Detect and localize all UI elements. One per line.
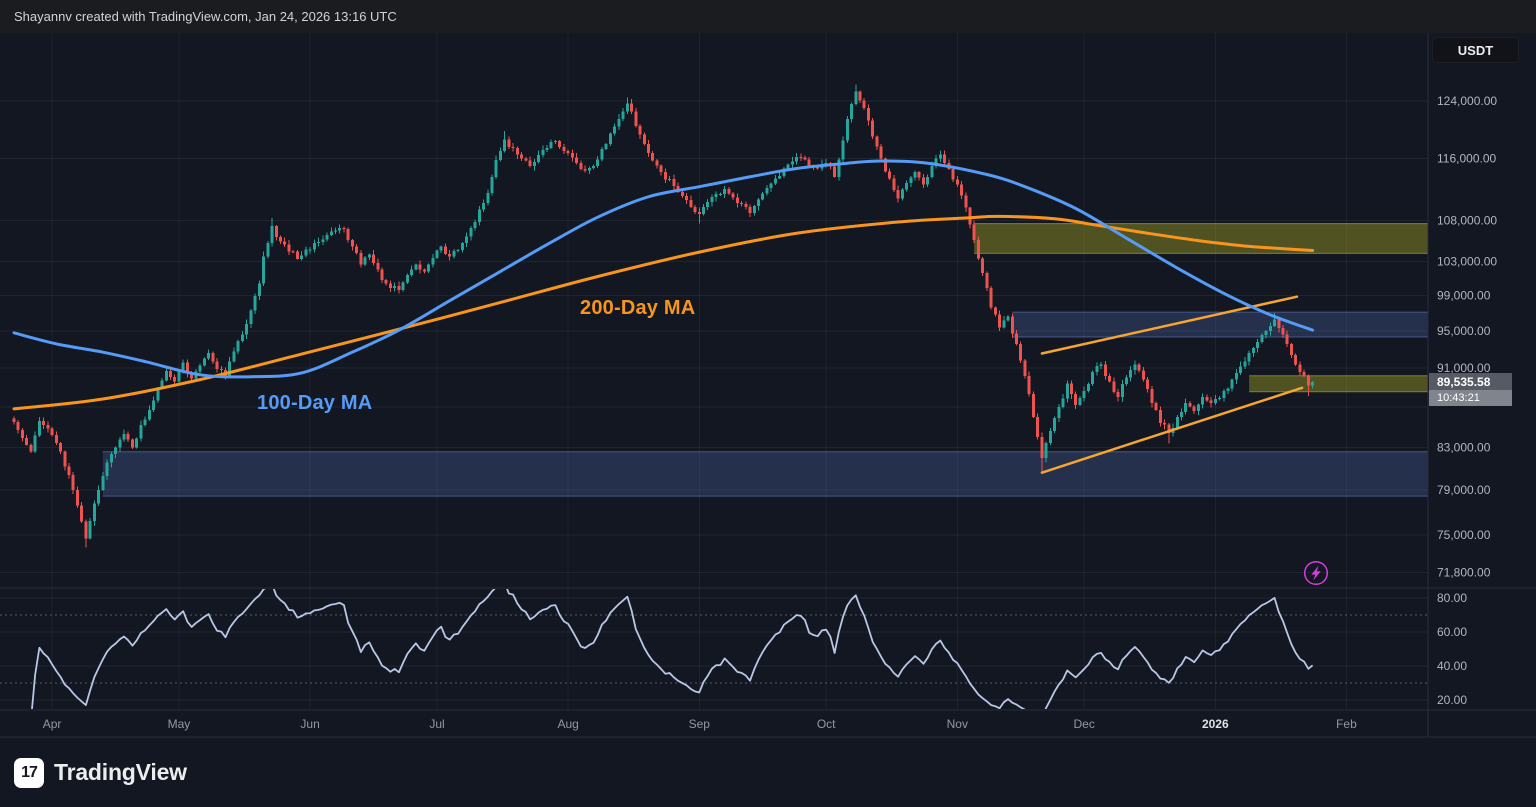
svg-text:20.00: 20.00 (1437, 693, 1467, 707)
attribution-text: Shayannv created with TradingView.com, J… (14, 9, 397, 24)
svg-text:40.00: 40.00 (1437, 659, 1467, 673)
resistance-zone-mid (1012, 312, 1428, 337)
tradingview-logo-icon: 17 (14, 757, 44, 788)
svg-text:75,000.00: 75,000.00 (1437, 528, 1491, 542)
last-price-label: 89,535.58 (1429, 373, 1512, 390)
svg-text:91,000.00: 91,000.00 (1437, 361, 1491, 375)
ma200-line (12, 214, 1315, 411)
ma100-label: 100-Day MA (257, 392, 373, 414)
ma100-line (12, 159, 1315, 379)
bar-countdown-label: 10:43:21 (1429, 390, 1512, 406)
svg-text:103,000.00: 103,000.00 (1437, 254, 1497, 268)
svg-text:116,000.00: 116,000.00 (1437, 152, 1496, 166)
svg-text:Dec: Dec (1074, 717, 1095, 731)
footer: 17 TradingView (0, 738, 1536, 807)
attribution-bar: Shayannv created with TradingView.com, J… (0, 0, 1536, 33)
svg-text:79,000.00: 79,000.00 (1437, 483, 1491, 497)
svg-text:Nov: Nov (947, 717, 968, 731)
svg-text:95,000.00: 95,000.00 (1437, 324, 1491, 338)
svg-text:Apr: Apr (43, 717, 62, 731)
svg-text:80.00: 80.00 (1437, 591, 1467, 605)
svg-text:Jun: Jun (300, 717, 319, 731)
tradingview-logo[interactable]: 17 TradingView (14, 757, 187, 788)
svg-text:Feb: Feb (1336, 717, 1357, 731)
price-gridlines (0, 100, 1428, 701)
rsi-line (31, 589, 1314, 709)
tradingview-wordmark: TradingView (54, 759, 187, 785)
svg-text:Jul: Jul (429, 717, 444, 731)
wedge-lower (1040, 386, 1304, 474)
chart-canvas[interactable]: 124,000.00 116,000.00 108,000.00 103,000.00… (0, 33, 1536, 738)
quick-trade-button[interactable] (1303, 560, 1329, 586)
support-zone-lower (102, 451, 1429, 497)
ma200-label: 200-Day MA (580, 297, 696, 319)
time-axis-labels[interactable]: Apr May Jun Jul Aug Sep Oct Nov Dec 2026 Feb (43, 717, 1357, 731)
svg-text:Sep: Sep (689, 717, 711, 731)
pane-separators (0, 33, 1536, 738)
currency-toggle-button[interactable]: USDT (1432, 37, 1519, 63)
svg-text:Oct: Oct (817, 717, 836, 731)
month-gridlines (51, 33, 1347, 710)
svg-text:99,000.00: 99,000.00 (1437, 288, 1491, 302)
svg-text:60.00: 60.00 (1437, 625, 1467, 639)
rsi-axis-ticks[interactable]: 80.00 60.00 40.00 20.00 (1437, 591, 1467, 707)
candles-layer (12, 84, 1315, 548)
zones-layer (102, 223, 1429, 497)
wedge-upper (1040, 295, 1299, 355)
svg-text:Aug: Aug (557, 717, 578, 731)
svg-text:124,000.00: 124,000.00 (1437, 94, 1497, 108)
svg-text:71,800.00: 71,800.00 (1437, 566, 1491, 580)
resistance-zone-upper (974, 223, 1428, 254)
svg-text:83,000.00: 83,000.00 (1437, 441, 1491, 455)
lightning-icon (1311, 565, 1321, 581)
trendlines-layer[interactable] (1040, 295, 1304, 474)
svg-text:May: May (168, 717, 191, 731)
svg-text:108,000.00: 108,000.00 (1437, 213, 1497, 227)
svg-text:2026: 2026 (1202, 717, 1229, 731)
price-axis-ticks[interactable]: 124,000.00 116,000.00 108,000.00 103,000.00… (1437, 94, 1497, 579)
current-price-zone (1249, 375, 1428, 392)
